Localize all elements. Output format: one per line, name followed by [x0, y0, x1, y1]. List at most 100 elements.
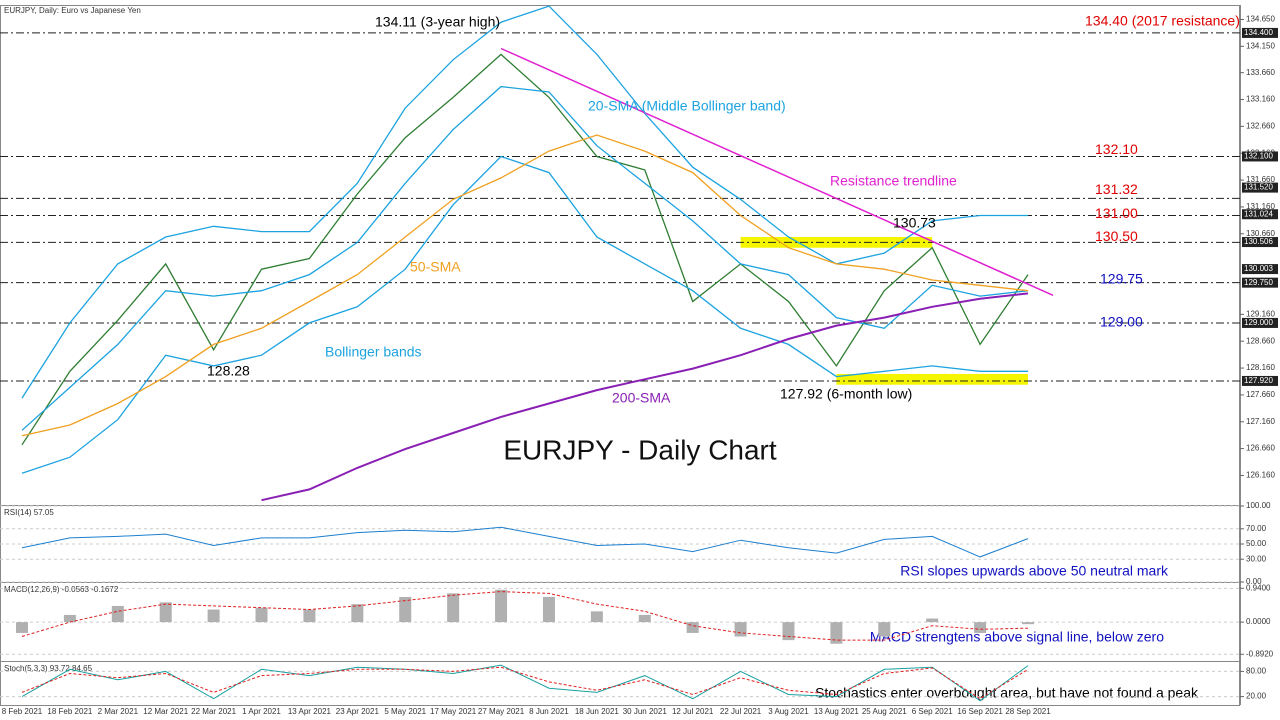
bar	[974, 622, 987, 633]
bar	[255, 607, 268, 623]
y-tick-label: 131.660	[1246, 175, 1275, 184]
level-label: 134.40 (2017 resistance)	[1085, 13, 1240, 29]
level-label: 127.92 (6-month low)	[780, 386, 912, 402]
price-label: 131.520	[1244, 183, 1273, 192]
bar	[590, 611, 603, 623]
level-label: 129.75	[1100, 270, 1143, 286]
bar	[686, 622, 699, 633]
y-tick-label: 128.660	[1246, 336, 1275, 345]
bar	[447, 593, 460, 623]
bar	[351, 604, 364, 623]
y-tick-label: 127.660	[1246, 390, 1275, 399]
bar	[303, 609, 316, 623]
y-tick-label: 0.9400	[1246, 583, 1271, 592]
series-label: 200-SMA	[612, 390, 671, 406]
y-tick-label: 50.00	[1246, 539, 1267, 548]
trendline	[500, 47, 1054, 297]
panel-title: RSI(14) 57.05	[4, 508, 54, 517]
series-label: 20-SMA (Middle Bollinger band)	[588, 98, 786, 114]
x-tick-label: 13 Apr 2021	[288, 707, 332, 716]
zone	[836, 373, 1028, 385]
price-label: 129.750	[1244, 278, 1273, 287]
bar	[542, 596, 555, 623]
annotation: 130.73	[893, 215, 936, 231]
y-tick-label: 100.00	[1246, 501, 1271, 510]
price-box	[1242, 277, 1278, 288]
panel-title: Stoch(5,3,3) 93.72 84.65	[4, 664, 93, 673]
price-box	[1242, 237, 1278, 248]
series-line	[21, 591, 1029, 641]
x-tick-label: 1 Apr 2021	[242, 707, 281, 716]
x-tick-label: 2 Mar 2021	[98, 707, 139, 716]
y-tick-label: 126.160	[1246, 471, 1275, 480]
price-box	[1242, 27, 1278, 38]
annotation: MACD strengtens above signal line, below…	[870, 629, 1164, 645]
bar	[111, 605, 124, 623]
series-line	[21, 664, 1029, 702]
x-tick-label: 8 Jun 2021	[529, 707, 569, 716]
series-line	[21, 85, 1029, 431]
y-tick-label: 130.660	[1246, 229, 1275, 238]
price-label: 130.506	[1244, 237, 1273, 246]
series-line	[21, 526, 1029, 558]
price-box	[1242, 182, 1278, 193]
y-tick-label: 134.150	[1246, 41, 1275, 50]
y-tick-label: 131.160	[1246, 202, 1275, 211]
annotation: Bollinger bands	[325, 344, 422, 360]
x-tick-label: 18 Feb 2021	[47, 707, 92, 716]
bar	[207, 609, 220, 623]
price-label: 134.400	[1244, 28, 1273, 37]
y-tick-label: 133.660	[1246, 68, 1275, 77]
price-box	[1242, 317, 1278, 328]
panel-title: MACD(12,26,9) -0.0563 -0.1672	[4, 585, 119, 594]
bar	[1022, 622, 1034, 625]
bar	[638, 614, 651, 623]
y-tick-label: 0.00	[1246, 577, 1262, 586]
series-line	[21, 666, 1029, 700]
price-label: 130.003	[1244, 264, 1273, 273]
annotation: 134.11 (3-year high)	[375, 14, 500, 30]
bar	[878, 622, 891, 637]
series-label: Resistance trendline	[830, 173, 957, 189]
series-line	[21, 134, 1029, 437]
bar	[734, 622, 747, 637]
price-label: 131.024	[1244, 209, 1273, 218]
y-tick-label: 30.00	[1246, 554, 1267, 563]
annotation: Stochastics enter overbought area, but h…	[815, 685, 1199, 701]
x-tick-label: 27 May 2021	[478, 707, 525, 716]
annotation: RSI slopes upwards above 50 neutral mark	[900, 563, 1169, 579]
x-tick-label: 18 Jun 2021	[575, 707, 620, 716]
series-label: 50-SMA	[410, 259, 461, 275]
chart-title: EURJPY - Daily Chart	[503, 434, 777, 465]
x-tick-label: 28 Sep 2021	[1005, 707, 1051, 716]
level-label: 129.00	[1100, 314, 1143, 330]
y-tick-label: -0.8920	[1246, 649, 1274, 658]
x-tick-label: 16 Sep 2021	[957, 707, 1003, 716]
x-tick-label: 22 Jul 2021	[720, 707, 762, 716]
bar	[399, 596, 412, 623]
x-tick-label: 12 Mar 2021	[143, 707, 188, 716]
x-tick-label: 17 May 2021	[430, 707, 477, 716]
bar	[495, 589, 508, 623]
y-tick-label: 126.660	[1246, 444, 1275, 453]
price-label: 127.920	[1244, 376, 1273, 385]
level-label: 132.10	[1095, 141, 1138, 157]
series-line	[21, 5, 1028, 399]
y-tick-label: 0.0000	[1246, 617, 1271, 626]
bar	[159, 602, 172, 623]
y-tick-label: 127.160	[1246, 417, 1275, 426]
x-tick-label: 3 Aug 2021	[768, 707, 809, 716]
bar	[782, 622, 795, 641]
x-tick-label: 22 Mar 2021	[191, 707, 236, 716]
x-tick-label: 12 Jul 2021	[672, 707, 714, 716]
y-tick-label: 70.00	[1246, 524, 1267, 533]
price-box	[1242, 264, 1278, 275]
level-label: 130.50	[1095, 228, 1138, 244]
price-box	[1242, 375, 1278, 386]
y-tick-label: 20.00	[1246, 692, 1267, 701]
y-tick-label: 80.00	[1246, 667, 1267, 676]
level-label: 131.32	[1095, 181, 1138, 197]
y-tick-label: 128.160	[1246, 363, 1275, 372]
